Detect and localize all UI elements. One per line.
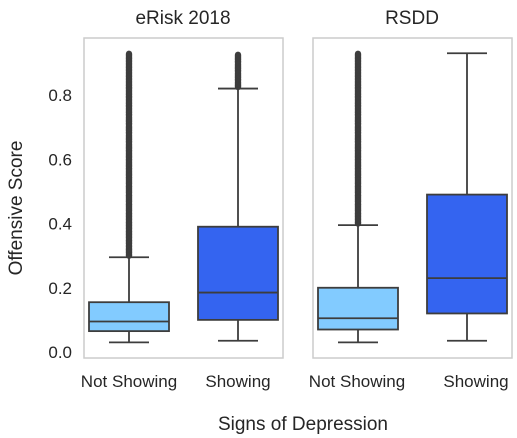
box-not-showing [317,50,399,344]
y-tick-label: 0.4 [48,215,72,234]
iqr-box [426,193,508,315]
y-tick-label: 0.0 [48,343,72,362]
box-group [317,50,508,344]
outlier-points [234,51,242,91]
y-tick-label: 0.6 [48,150,72,169]
panel-frame [312,37,513,359]
panel-frame [83,37,284,359]
category-label: Not Showing [309,372,405,391]
panel-erisk-2018: eRisk 2018 Not Showing Showing [81,8,284,391]
box-showing [426,52,508,342]
box-group [88,50,279,344]
box-not-showing [88,50,170,344]
y-axis-label: Offensive Score [6,141,27,276]
outlier-point [234,51,242,59]
category-label: Showing [443,372,508,391]
iqr-box [197,225,279,321]
y-tick-label: 0.2 [48,279,72,298]
panel-title: RSDD [385,8,439,29]
category-label: Not Showing [81,372,177,391]
outlier-point [354,50,362,58]
category-label: Showing [205,372,270,391]
box-showing [197,51,279,342]
panel-rsdd: RSDD Not Showing Showing [309,8,513,391]
y-axis-ticks: 0.0 0.2 0.4 0.6 0.8 [48,86,72,362]
outlier-points [125,50,133,259]
x-axis-label: Signs of Depression [218,414,388,435]
iqr-box [317,286,399,331]
iqr-box [88,301,170,333]
panel-title: eRisk 2018 [135,8,230,29]
outlier-point [125,50,133,58]
y-tick-label: 0.8 [48,86,72,105]
outlier-points [354,50,362,227]
